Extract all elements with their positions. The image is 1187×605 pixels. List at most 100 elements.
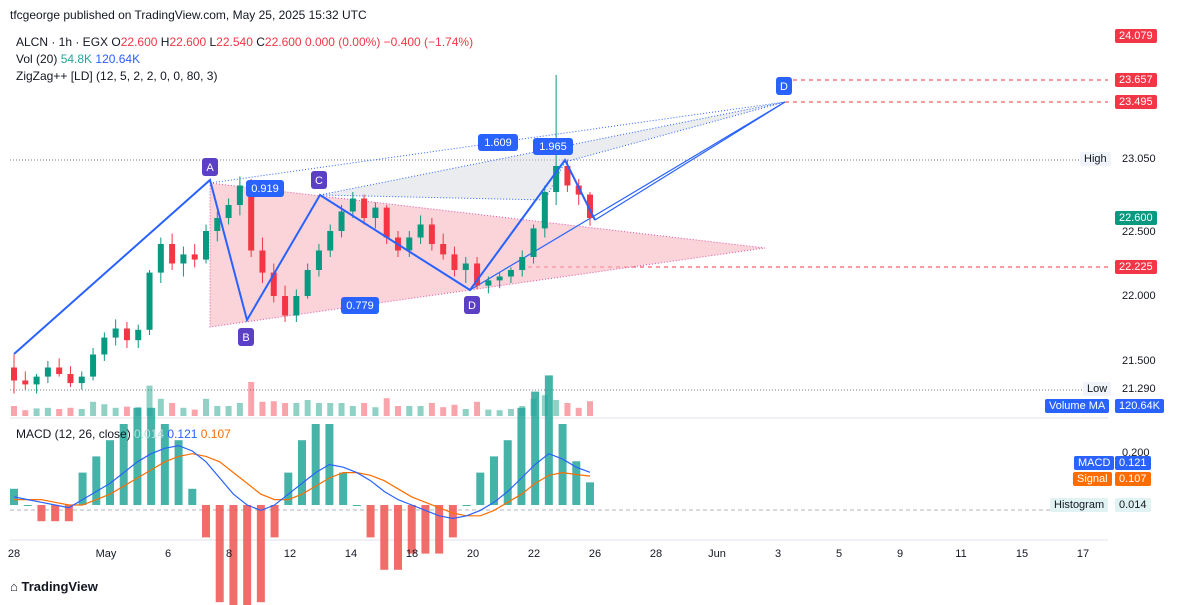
candle-body bbox=[56, 367, 63, 374]
pink-triangle-pattern bbox=[209, 182, 766, 328]
candle-body bbox=[485, 280, 492, 286]
histogram-bar bbox=[366, 505, 375, 538]
time-tick: 28 bbox=[650, 548, 662, 560]
low-tag: Low bbox=[1083, 382, 1112, 396]
candle-body bbox=[315, 250, 322, 270]
time-tick: 17 bbox=[1077, 548, 1089, 560]
macd-legend[interactable]: MACD (12, 26, close) 0.014 0.121 0.107 bbox=[16, 427, 231, 441]
volume-bar bbox=[451, 404, 458, 416]
histogram-bar bbox=[503, 440, 512, 505]
volume-bar bbox=[180, 407, 187, 416]
volume-bar bbox=[395, 406, 401, 416]
histogram-bar bbox=[517, 407, 526, 505]
low-value: 22.540 bbox=[216, 35, 253, 49]
histogram-bar bbox=[270, 505, 279, 538]
time-tick: 12 bbox=[284, 548, 296, 560]
histogram-bar bbox=[37, 505, 46, 522]
volume-bar bbox=[191, 409, 198, 416]
volume-bar bbox=[496, 410, 503, 416]
candle-body bbox=[462, 263, 469, 270]
volume-bar bbox=[349, 406, 356, 416]
time-axis: 28 May 6 8 12 14 18 20 22 26 28 Jun 3 5 … bbox=[8, 548, 1089, 560]
volume-bar bbox=[383, 398, 390, 416]
volume-bar bbox=[259, 401, 266, 416]
histogram-bar bbox=[256, 505, 265, 603]
volume-bar bbox=[440, 407, 447, 416]
high-value: 22.600 bbox=[169, 35, 207, 49]
ratio-label-1965: 1.965 bbox=[533, 138, 573, 155]
volume-bars bbox=[11, 382, 593, 416]
histogram-bar bbox=[544, 375, 553, 505]
signal-value-tag: 0.107 bbox=[1115, 472, 1151, 486]
candle-body bbox=[123, 328, 130, 341]
candle-body bbox=[157, 244, 164, 273]
zigzag-line bbox=[13, 158, 596, 355]
volume-bar bbox=[11, 406, 17, 416]
price-plate-24079: 24.079 bbox=[1115, 29, 1157, 43]
volume-bar bbox=[33, 408, 40, 416]
volume-bar bbox=[282, 403, 289, 416]
candle-body bbox=[553, 166, 560, 192]
candle-body bbox=[112, 328, 119, 338]
candle-body bbox=[575, 185, 582, 195]
y-tick-21500: 21.500 bbox=[1122, 355, 1156, 367]
last-price-plate: 22.600 bbox=[1115, 211, 1157, 225]
volume-bar bbox=[462, 409, 469, 416]
histogram-bar bbox=[462, 505, 471, 506]
histogram-bar bbox=[490, 456, 498, 505]
candle-body bbox=[293, 296, 300, 316]
histogram-bar bbox=[407, 505, 416, 554]
volume-bar bbox=[541, 395, 548, 416]
symbol-name[interactable]: ALCN · 1h · EGX bbox=[16, 35, 109, 49]
point-label-b: B bbox=[238, 328, 254, 346]
histogram-bar bbox=[174, 440, 183, 505]
macd-tag: MACD bbox=[1074, 456, 1115, 470]
candle-body bbox=[406, 237, 413, 251]
volume-bar bbox=[248, 382, 255, 416]
volume-bar bbox=[372, 407, 379, 416]
candle-body bbox=[214, 218, 221, 231]
svg-text:1.609: 1.609 bbox=[484, 137, 512, 149]
histogram-bar bbox=[394, 505, 402, 570]
candle-body bbox=[135, 329, 142, 341]
histogram-bar bbox=[215, 505, 224, 603]
volume-label: Vol (20) bbox=[16, 52, 58, 66]
macd-value-tag: 0.121 bbox=[1115, 456, 1151, 470]
time-tick: 9 bbox=[897, 548, 903, 560]
svg-text:C: C bbox=[315, 175, 323, 187]
volume-bar bbox=[587, 401, 593, 416]
change-value: 0.000 (0.00%) bbox=[304, 35, 381, 49]
candle-body bbox=[474, 263, 481, 286]
projection-to-d bbox=[594, 101, 786, 221]
macd-legend-signal: 0.107 bbox=[200, 427, 231, 441]
svg-text:D: D bbox=[780, 81, 788, 93]
volume-ma-tag: Volume MA bbox=[1045, 399, 1110, 413]
time-tick: 18 bbox=[406, 548, 418, 560]
candle-body bbox=[451, 254, 458, 270]
macd-legend-label: MACD (12, 26, close) bbox=[16, 427, 131, 441]
time-tick: 3 bbox=[775, 548, 781, 560]
candle-body bbox=[248, 185, 255, 251]
histogram-bar bbox=[119, 424, 128, 505]
volume-bar bbox=[225, 406, 232, 416]
candle-body bbox=[236, 185, 243, 205]
volume-bar bbox=[146, 385, 153, 416]
volume-bar bbox=[203, 398, 209, 416]
y-tick-22500: 22.500 bbox=[1122, 226, 1156, 238]
time-tick: 11 bbox=[955, 548, 966, 560]
volume-legend[interactable]: Vol (20) 54.8K 120.64K bbox=[16, 52, 140, 66]
time-tick: Jun bbox=[708, 548, 726, 560]
candle-body bbox=[282, 296, 289, 316]
price-plate-22225: 22.225 bbox=[1115, 260, 1157, 274]
ratio-label-1609: 1.609 bbox=[478, 134, 518, 151]
candle-body bbox=[372, 207, 379, 218]
candle-body bbox=[440, 244, 447, 255]
ratio-label-0919: 0.919 bbox=[246, 180, 284, 197]
tradingview-brand: TradingView bbox=[21, 579, 98, 594]
signal-line bbox=[14, 453, 591, 517]
histogram-bar bbox=[572, 461, 581, 505]
tradingview-logo[interactable]: ⌂ TradingView bbox=[10, 579, 98, 594]
zigzag-legend[interactable]: ZigZag++ [LD] (12, 5, 2, 2, 0, 0, 80, 3) bbox=[16, 69, 218, 83]
candle-body bbox=[428, 224, 435, 244]
